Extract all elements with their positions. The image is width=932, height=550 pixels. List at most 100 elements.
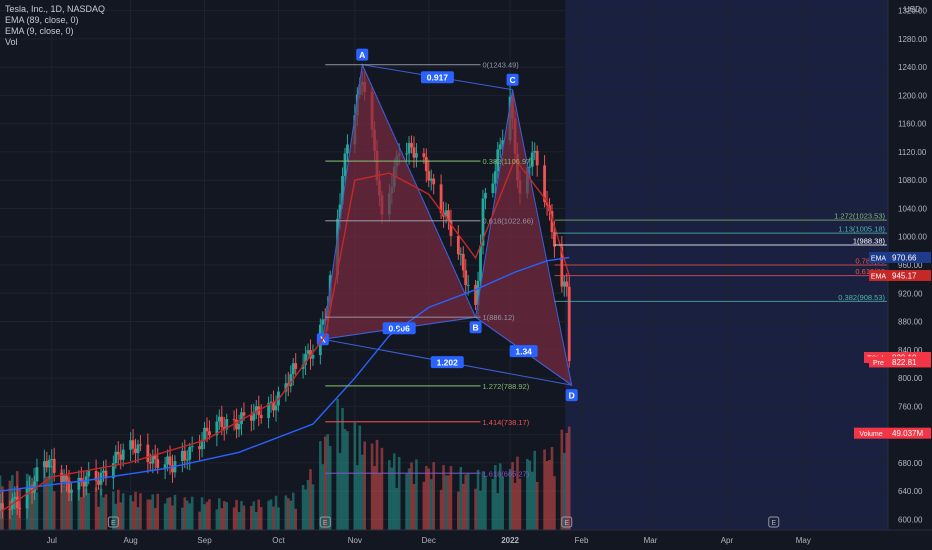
volume-bar: [388, 460, 391, 530]
legend-symbol[interactable]: Tesla, Inc., 1D, NASDAQ: [5, 4, 106, 14]
candle-body: [185, 459, 189, 461]
volume-bar: [415, 459, 418, 530]
price-tick-label: 920.00: [898, 289, 923, 298]
volume-bar: [188, 503, 192, 530]
volume-bar: [380, 447, 384, 530]
volume-bar: [45, 476, 49, 530]
volume-bar: [220, 508, 224, 530]
fib-level-label: 1.272(788.92): [483, 382, 530, 391]
candle-body: [237, 424, 241, 430]
candle-body: [498, 144, 502, 150]
fib-levels[interactable]: 0(1243.49) 0.382(1106.97) 0.618(1022.66) 1(…: [325, 61, 887, 479]
volume-bar: [356, 465, 359, 530]
candle-body: [180, 450, 184, 462]
candle-body: [533, 150, 537, 153]
price-tick-label: 760.00: [898, 402, 923, 411]
candle-body: [424, 157, 428, 172]
volume-bar: [13, 492, 17, 530]
volume-bar: [151, 494, 155, 530]
legend-ema-slow[interactable]: EMA (89, close, 0): [5, 15, 79, 25]
price-tick-label: 1040.00: [898, 204, 927, 213]
volume-bar: [203, 504, 206, 530]
volume-bar: [481, 471, 485, 530]
volume-bar: [533, 450, 537, 530]
volume-bar: [513, 482, 517, 530]
time-axis[interactable]: Jul Aug Sep Oct Nov Dec 2022 Feb Mar Apr May: [47, 536, 811, 545]
volume-bar: [136, 507, 140, 530]
volume-bar: [511, 462, 514, 530]
volume-bar: [346, 431, 349, 530]
candle-body: [484, 193, 487, 199]
legend-ema-fast[interactable]: EMA (9, close, 0): [5, 26, 74, 36]
volume-bar: [405, 473, 408, 530]
fib-level-label: 1.272(1023.53): [834, 212, 885, 221]
candle-body: [481, 198, 485, 246]
earnings-marker: [561, 516, 573, 528]
candle-body: [530, 152, 534, 167]
volume-bar: [102, 497, 105, 530]
candle-body: [432, 178, 436, 185]
volume-bar: [484, 476, 487, 530]
legend-volume[interactable]: Vol: [5, 37, 18, 47]
candle-body: [136, 444, 140, 454]
candle-body: [456, 235, 460, 255]
volume-bar: [65, 477, 68, 530]
volume-bar: [171, 505, 174, 530]
volume-bar: [439, 489, 443, 530]
volume-bar: [84, 488, 88, 530]
price-label-tag-box: [869, 269, 888, 281]
candle-body: [131, 440, 135, 449]
ema-fast-line: [0, 157, 570, 513]
candle-body: [466, 284, 470, 286]
volume-bar: [548, 460, 551, 530]
candle-body: [87, 470, 91, 477]
volume-bar: [311, 484, 315, 530]
price-label-value-box: [888, 427, 931, 439]
price-label-tag: EMA: [871, 255, 887, 262]
price-label-value: 49.037M: [892, 429, 923, 438]
volume-bar: [390, 467, 394, 530]
candle-body: [60, 472, 64, 482]
price-tick-label: 1080.00: [898, 176, 927, 185]
candle-body: [65, 475, 68, 481]
fib-level-label: 0.382(1106.97): [483, 157, 534, 166]
price-tick-label: 600.00: [898, 515, 923, 524]
volume-bar: [449, 466, 453, 530]
candle-body: [474, 284, 477, 305]
volume-bar: [52, 491, 56, 530]
volume-bar: [459, 466, 463, 530]
candle-body: [111, 463, 115, 479]
candle-body: [269, 401, 273, 404]
volume-bar: [496, 493, 500, 530]
time-tick-label: Sep: [197, 536, 212, 545]
volume-bar: [432, 462, 435, 530]
volume-bar: [550, 447, 554, 530]
candle-body: [77, 477, 81, 490]
candle-body: [565, 281, 569, 287]
volume-bar: [543, 449, 546, 530]
volume-bar: [47, 476, 51, 530]
candle-body: [444, 210, 448, 217]
volume-bar: [562, 452, 566, 530]
volume-bar: [257, 499, 261, 530]
volume-bar: [363, 441, 366, 530]
price-tick-label: 1280.00: [898, 35, 927, 44]
volume-bar: [183, 497, 187, 530]
candle-body: [415, 153, 418, 158]
candle-body: [171, 465, 174, 473]
volume-bar: [425, 466, 428, 530]
price-label-value-box: [888, 251, 931, 263]
candle-body: [129, 440, 133, 450]
price-tick-label: 1000.00: [898, 233, 927, 242]
candle-body: [151, 454, 155, 464]
candle-body: [272, 401, 275, 411]
volume-bar: [70, 491, 73, 530]
volume-bar: [535, 481, 539, 530]
time-tick-label: Dec: [422, 536, 436, 545]
volume-bar: [353, 422, 357, 530]
volume-bar: [370, 443, 374, 530]
volume-bar: [156, 493, 160, 530]
